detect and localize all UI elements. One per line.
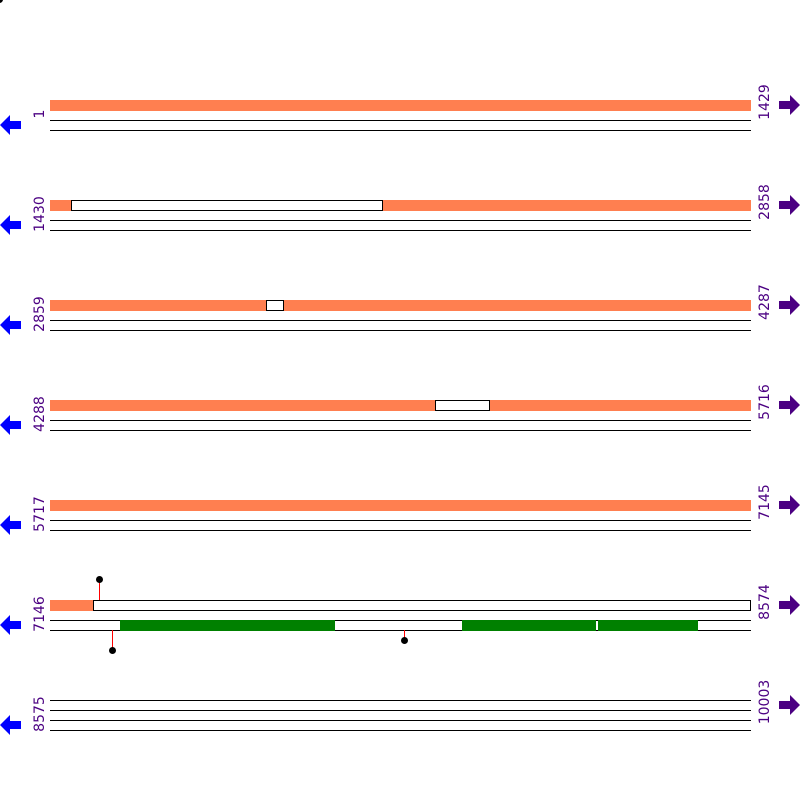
row-start-label: 8575 xyxy=(32,696,48,732)
row-end-label: 5716 xyxy=(757,384,773,420)
row-start-label: 2859 xyxy=(32,296,48,332)
feature-bar[interactable] xyxy=(50,400,751,411)
track-line xyxy=(50,530,751,531)
track-line xyxy=(50,730,751,731)
arrow-left-icon[interactable] xyxy=(0,715,22,739)
arrow-left-icon[interactable] xyxy=(0,215,22,239)
marker-dot[interactable] xyxy=(96,576,103,583)
track-line xyxy=(50,120,751,121)
track-line xyxy=(50,700,751,701)
arrow-left-icon[interactable] xyxy=(0,615,22,639)
feature-bar[interactable] xyxy=(50,100,751,111)
cds-bar[interactable] xyxy=(598,620,698,631)
marker-stem xyxy=(404,630,405,640)
marker-stem xyxy=(112,630,113,650)
feature-gap xyxy=(266,300,284,311)
track-line xyxy=(50,710,751,711)
row-end-label: 2858 xyxy=(757,184,773,220)
arrow-right-icon[interactable] xyxy=(779,695,800,719)
feature-bar[interactable] xyxy=(50,500,751,511)
track-line xyxy=(50,330,751,331)
marker-stem xyxy=(99,580,100,600)
arrow-left-icon[interactable] xyxy=(0,315,22,339)
arrow-left-icon[interactable] xyxy=(0,115,22,139)
feature-gap xyxy=(93,600,751,611)
arrow-right-icon[interactable] xyxy=(779,95,800,119)
arrow-left-icon[interactable] xyxy=(0,515,22,539)
row-start-label: 1430 xyxy=(32,196,48,232)
row-end-label: 10003 xyxy=(757,679,773,725)
track-line xyxy=(50,620,751,621)
track-line xyxy=(50,230,751,231)
arrow-right-icon[interactable] xyxy=(779,295,800,319)
feature-bar[interactable] xyxy=(50,300,751,311)
track-line xyxy=(50,520,751,521)
cds-bar[interactable] xyxy=(462,620,596,631)
row-start-label: 5717 xyxy=(32,496,48,532)
corner-dot xyxy=(0,0,3,3)
marker-dot[interactable] xyxy=(401,637,408,644)
row-end-label: 1429 xyxy=(757,84,773,120)
arrow-right-icon[interactable] xyxy=(779,495,800,519)
feature-bar[interactable] xyxy=(50,600,93,611)
track-line xyxy=(50,430,751,431)
track-line xyxy=(50,630,751,631)
track-line xyxy=(50,720,751,721)
track-line xyxy=(50,420,751,421)
arrow-right-icon[interactable] xyxy=(779,395,800,419)
cds-bar[interactable] xyxy=(120,620,335,631)
arrow-left-icon[interactable] xyxy=(0,415,22,439)
row-start-label: 4288 xyxy=(32,396,48,432)
marker-dot[interactable] xyxy=(109,647,116,654)
row-start-label: 7146 xyxy=(32,596,48,632)
track-line xyxy=(50,320,751,321)
arrow-right-icon[interactable] xyxy=(779,595,800,619)
arrow-right-icon[interactable] xyxy=(779,195,800,219)
feature-gap xyxy=(71,200,383,211)
row-end-label: 7145 xyxy=(757,484,773,520)
row-end-label: 8574 xyxy=(757,584,773,620)
row-end-label: 4287 xyxy=(757,284,773,320)
track-line xyxy=(50,130,751,131)
track-line xyxy=(50,220,751,221)
feature-gap xyxy=(435,400,490,411)
feature-bar[interactable] xyxy=(50,200,751,211)
row-start-label: 1 xyxy=(32,109,48,119)
